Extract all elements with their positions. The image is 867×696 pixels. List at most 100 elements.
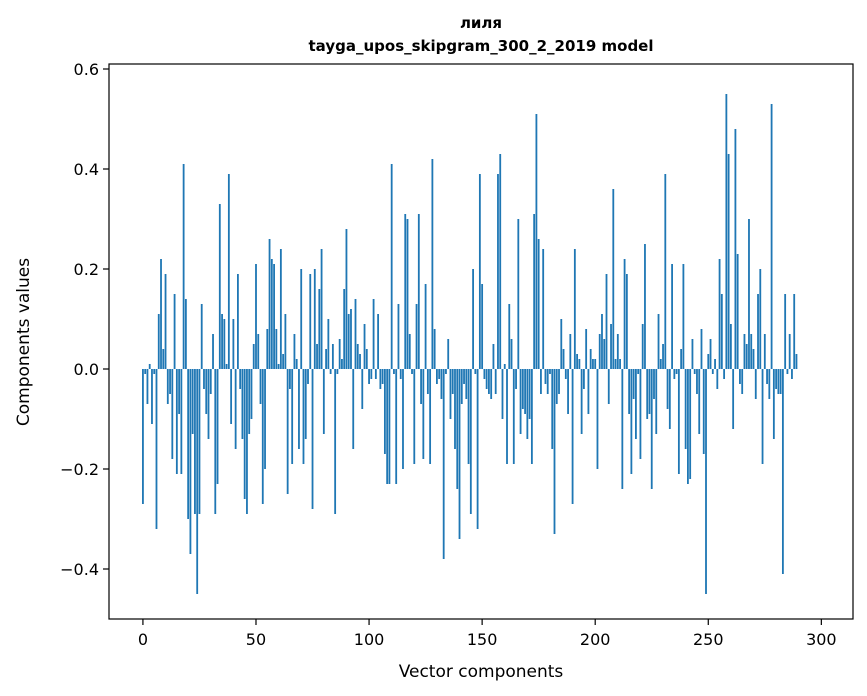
bar-264 xyxy=(739,369,741,384)
y-tick-label: −0.2 xyxy=(60,460,99,479)
bar-280 xyxy=(775,369,778,389)
bar-229 xyxy=(659,359,662,369)
bar-281 xyxy=(777,369,780,394)
bar-89 xyxy=(343,289,346,369)
bar-135 xyxy=(447,339,450,369)
bar-193 xyxy=(578,359,581,369)
bar-215 xyxy=(628,369,631,414)
bar-123 xyxy=(420,369,422,404)
bar-31 xyxy=(212,334,214,369)
y-axis-label: Components values xyxy=(14,258,34,426)
bar-203 xyxy=(601,314,603,369)
bar-11 xyxy=(166,369,169,404)
bar-172 xyxy=(530,369,533,464)
bar-20 xyxy=(187,369,190,519)
bar-61 xyxy=(279,249,282,369)
bar-179 xyxy=(546,369,549,394)
bar-265 xyxy=(741,369,744,394)
bar-152 xyxy=(485,369,488,389)
bar-19 xyxy=(184,299,187,369)
y-tick-label: −0.4 xyxy=(60,560,99,579)
bar-104 xyxy=(377,314,380,369)
bar-38 xyxy=(227,174,230,369)
bar-257 xyxy=(723,369,726,379)
bar-58 xyxy=(273,264,275,369)
bar-209 xyxy=(614,359,617,369)
bar-81 xyxy=(325,349,327,369)
bar-201 xyxy=(596,369,599,469)
bar-202 xyxy=(598,334,601,369)
bar-36 xyxy=(223,319,226,369)
bar-114 xyxy=(399,369,402,379)
bar-186 xyxy=(562,349,565,369)
bar-93 xyxy=(352,369,355,449)
bar-217 xyxy=(632,369,635,399)
bar-287 xyxy=(791,369,793,379)
bar-261 xyxy=(732,369,735,429)
bar-115 xyxy=(402,369,404,469)
bar-25 xyxy=(198,369,201,514)
bar-95 xyxy=(356,344,359,369)
bar-99 xyxy=(365,349,368,369)
bar-136 xyxy=(449,369,452,419)
bar-71 xyxy=(302,369,305,464)
bar-233 xyxy=(668,369,671,429)
bar-68 xyxy=(295,359,298,369)
bar-211 xyxy=(619,359,621,369)
bar-221 xyxy=(641,324,644,369)
y-tick-label: 0.2 xyxy=(74,260,99,279)
bar-279 xyxy=(772,369,775,439)
bar-205 xyxy=(605,274,608,369)
bar-27 xyxy=(203,369,205,389)
bar-144 xyxy=(467,369,470,464)
bar-183 xyxy=(555,369,558,404)
bar-96 xyxy=(359,354,361,369)
bar-37 xyxy=(225,364,228,369)
bar-113 xyxy=(397,304,400,369)
bar-57 xyxy=(270,259,273,369)
bar-112 xyxy=(395,369,398,484)
bar-52 xyxy=(259,369,262,404)
bar-268 xyxy=(748,219,750,369)
bar-180 xyxy=(549,369,551,374)
bar-44 xyxy=(241,369,244,439)
bar-184 xyxy=(558,369,560,394)
bar-232 xyxy=(666,369,669,409)
bar-245 xyxy=(696,369,698,394)
bar-45 xyxy=(243,369,246,499)
bar-117 xyxy=(406,219,409,369)
bar-288 xyxy=(793,294,796,369)
chart-title: лиля xyxy=(460,14,502,32)
bar-283 xyxy=(781,369,784,574)
bar-130 xyxy=(436,369,438,384)
bar-142 xyxy=(463,369,465,384)
bar-238 xyxy=(680,349,683,369)
bar-85 xyxy=(334,369,337,514)
bar-188 xyxy=(567,369,569,414)
bar-54 xyxy=(264,369,266,469)
bar-210 xyxy=(616,334,619,369)
y-tick-label: 0.4 xyxy=(74,160,99,179)
bar-249 xyxy=(705,369,707,594)
bar-100 xyxy=(368,369,370,384)
bar-181 xyxy=(551,369,554,449)
bar-164 xyxy=(512,369,515,464)
bar-145 xyxy=(469,369,472,514)
bar-4 xyxy=(151,369,153,424)
bar-247 xyxy=(700,329,703,369)
bar-151 xyxy=(483,369,486,379)
bar-105 xyxy=(379,369,382,389)
bar-253 xyxy=(714,359,716,369)
bar-2 xyxy=(146,369,149,404)
bar-266 xyxy=(743,334,746,369)
bar-254 xyxy=(716,369,719,389)
bar-3 xyxy=(148,364,151,369)
bar-213 xyxy=(623,259,626,369)
plot-frame xyxy=(108,63,854,620)
bar-133 xyxy=(442,369,445,559)
bar-222 xyxy=(644,244,646,369)
bar-103 xyxy=(374,369,377,379)
bar-246 xyxy=(698,369,701,434)
bar-156 xyxy=(494,369,497,394)
bar-97 xyxy=(361,369,364,409)
